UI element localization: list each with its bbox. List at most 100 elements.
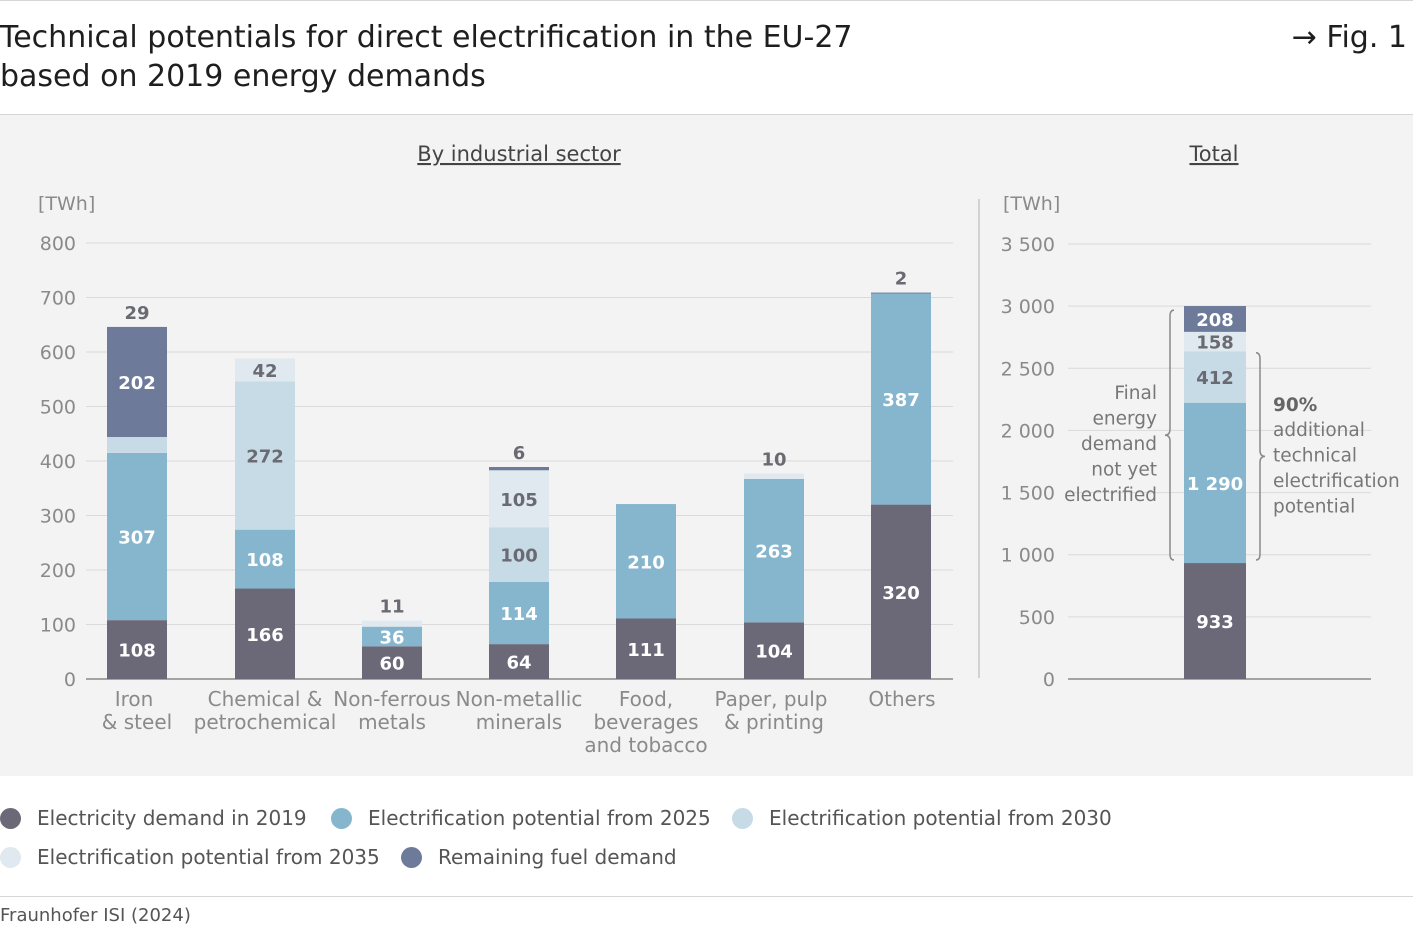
bar-value-label: 307 [118,527,156,548]
category-label: metals [358,710,426,734]
bar-segment [616,618,676,679]
bar-segment [489,466,549,471]
annotation-right-text: technical [1273,446,1357,467]
chart-title: Technical potentials for direct electrif… [0,18,853,96]
bar-value-label: 108 [246,550,284,571]
bar-segment [871,504,931,679]
bar-segment [1184,331,1246,352]
bar-value-label: 263 [755,542,793,563]
category-label: and tobacco [584,733,707,757]
bar-segment [107,452,167,621]
bar-segment [1184,351,1246,403]
bar-segment [744,478,804,623]
bar-value-label: 29 [124,303,149,324]
y-tick-label: 400 [40,451,76,473]
y-tick-label: 100 [40,615,76,637]
bar-value-label: 64 [506,653,531,674]
category-label: petrochemical [194,710,337,734]
bar-value-label: 166 [246,625,284,646]
bar-value-label: 210 [627,552,665,573]
bar-value-label: 6 [513,443,526,464]
legend-swatch-potential-2030 [732,807,753,829]
bar-value-label: 105 [500,490,538,511]
legend-item-potential-2030: Electrification potential from 2030 [732,806,1112,830]
legend-item-potential-2035: Electrification potential from 2035 [0,845,380,869]
bar-value-label: 208 [1196,310,1234,331]
annotation-right-text: electrification [1273,471,1400,492]
legend-label: Electricity demand in 2019 [37,806,307,830]
y-tick-label: 200 [40,560,76,582]
annotation-right-percent: 90% [1273,395,1317,416]
legend-swatch-potential-2025 [331,807,352,829]
y-tick-label: 300 [40,506,76,528]
category-label: minerals [476,710,562,734]
bar-value-label: 114 [500,604,538,625]
bar-value-label: 2 [895,269,908,290]
bar-value-label: 10 [761,450,786,471]
legend-item-electricity-2019: Electricity demand in 2019 [0,806,307,830]
bar-value-label: 1 290 [1187,474,1243,495]
y-tick-label: 800 [40,233,76,255]
y-tick-label: 700 [40,288,76,310]
bar-value-label: 320 [882,583,920,604]
bar-value-label: 42 [252,361,277,382]
bar-segment [489,527,549,582]
top-rule [0,0,1413,1]
annotation-left-text: not yet [1091,460,1157,481]
bar-segment [107,437,167,453]
bar-segment [107,620,167,679]
y-tick-label: 0 [64,669,76,691]
category-label: Food, [619,687,673,711]
bracket-left [1164,309,1175,561]
bar-segment [744,622,804,679]
bar-value-label: 111 [627,640,665,661]
annotation-left-text: electrified [1064,485,1157,506]
chart-title-line2: based on 2019 energy demands [0,59,486,94]
bar-value-label: 272 [246,447,284,468]
bar-value-label: 933 [1196,612,1234,633]
bar-segment [744,473,804,479]
category-label: Iron [115,687,154,711]
legend-item-remaining-fuel: Remaining fuel demand [401,845,677,869]
legend-swatch-electricity-2019 [0,807,21,829]
bar-value-label: 36 [379,627,404,648]
bar-segment [871,292,931,294]
bar-segment [235,529,295,589]
legend-swatch-potential-2035 [0,846,21,868]
bar-value-label: 100 [500,546,538,567]
bar-segment [362,646,422,679]
bar-value-label: 11 [379,597,404,618]
annotation-right-text: additional [1273,420,1365,441]
bar-value-label: 60 [379,654,404,675]
legend-label: Electrification potential from 2025 [368,806,711,830]
bottom-rule [0,896,1413,897]
y-tick-label: 600 [40,342,76,364]
y-tick-label: 2 000 [1001,420,1055,442]
chart-svg: By industrial sector[TWh]010020030040050… [38,142,1400,757]
category-label: Paper, pulp [715,687,828,711]
y-tick-label: 2 500 [1001,358,1055,380]
category-label: beverages [593,710,698,734]
y-tick-label: 0 [1043,669,1055,691]
category-label: Non-metallic [456,687,583,711]
legend-label: Electrification potential from 2035 [37,845,380,869]
bar-value-label: 202 [118,373,156,394]
category-label: Others [868,687,935,711]
bar-segment [616,504,676,619]
y-axis-unit-label: [TWh] [38,193,95,215]
bar-segment [107,326,167,438]
bar-segment [489,644,549,679]
bar-segment [1184,563,1246,679]
legend-swatch-remaining-fuel [401,846,422,868]
bar-segment [489,470,549,528]
bar-segment [871,293,931,505]
annotation-right-text: potential [1273,497,1355,518]
category-label: Non-ferrous [333,687,450,711]
bar-value-label: 158 [1196,333,1234,354]
bar-segment [235,588,295,679]
bar-segment [1184,402,1246,564]
bar-segment [235,358,295,382]
bar-segment [235,381,295,530]
subchart-title: Total [1188,142,1238,166]
bar-value-label: 412 [1196,368,1234,389]
